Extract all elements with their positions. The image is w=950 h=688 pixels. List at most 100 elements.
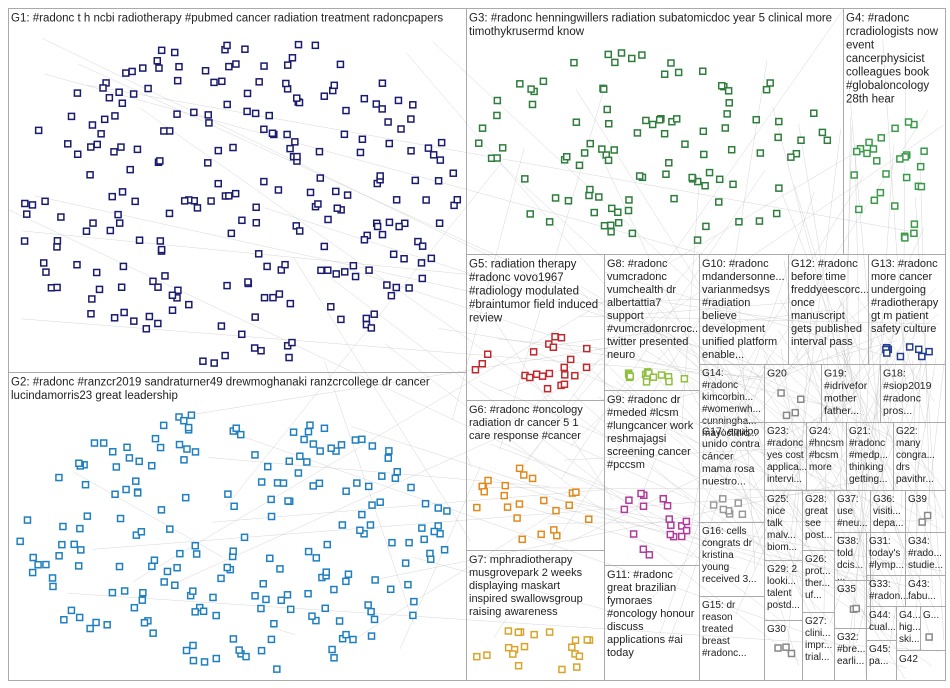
group-label: G38: [837, 536, 859, 547]
edge [819, 345, 878, 625]
node [367, 324, 376, 332]
node [87, 143, 95, 151]
edge [595, 348, 865, 416]
node [320, 424, 329, 433]
node [358, 435, 366, 444]
edge [542, 504, 908, 587]
node [604, 50, 613, 59]
edge [264, 207, 789, 376]
node [877, 134, 886, 142]
node [160, 578, 168, 586]
node [242, 652, 250, 661]
node [214, 179, 223, 188]
node [232, 424, 240, 432]
node [289, 428, 298, 436]
node [157, 46, 166, 55]
group-label: treated [702, 624, 733, 635]
node [896, 352, 905, 361]
node [286, 299, 295, 308]
node [300, 435, 308, 444]
group-label: G31: [869, 536, 891, 547]
node [340, 130, 349, 139]
node [364, 482, 373, 491]
node [682, 517, 691, 526]
edge [92, 490, 838, 550]
group-label: #idrivefor [824, 380, 868, 392]
node [351, 272, 360, 281]
node [667, 521, 675, 529]
node [649, 373, 658, 381]
node [364, 601, 372, 609]
group-label: #bcsm [809, 450, 838, 461]
node [95, 285, 104, 294]
node [585, 191, 593, 200]
group-label: G2: #radonc #ranzcr2019 sandraturner49 d… [11, 377, 430, 389]
group-label: musgrovepark 2 weeks [469, 567, 583, 579]
node [106, 226, 115, 235]
node [608, 204, 616, 213]
node [360, 94, 369, 103]
node [715, 175, 724, 184]
group-label: #radonc [767, 438, 803, 449]
group-label: nice [767, 506, 786, 517]
node [611, 58, 619, 67]
node [173, 563, 181, 572]
edge [711, 331, 740, 356]
node [304, 589, 312, 598]
group-label: discuss [607, 621, 644, 633]
edge [786, 318, 921, 376]
node [185, 300, 193, 309]
edge [44, 73, 707, 256]
group-label: G3: #radonc henningwillers radiation sub… [469, 13, 832, 25]
node [214, 146, 223, 155]
node [373, 222, 382, 231]
edge [772, 106, 908, 620]
node [122, 69, 130, 77]
node [474, 139, 483, 147]
node [191, 608, 199, 616]
edge [635, 371, 690, 510]
group-label: G4... [899, 610, 921, 621]
group-label: #braintumor field induced [469, 299, 598, 311]
node [260, 293, 269, 302]
node [604, 156, 613, 165]
node [385, 218, 394, 227]
edge [644, 349, 942, 530]
node [560, 363, 568, 372]
group-label: many [896, 438, 920, 449]
edge [735, 338, 856, 615]
node [575, 652, 584, 660]
node [551, 194, 560, 202]
node [252, 218, 261, 227]
node [225, 62, 233, 71]
node [210, 78, 218, 87]
group-label: varianmedsys [702, 284, 770, 296]
node [130, 317, 138, 325]
node [86, 624, 94, 633]
node [500, 491, 509, 500]
group-label: congra... [896, 450, 935, 461]
node [243, 107, 251, 116]
edge [598, 376, 913, 632]
node [677, 522, 686, 530]
node [254, 250, 263, 258]
node [168, 306, 177, 314]
node [660, 129, 669, 138]
edge [701, 284, 857, 489]
edge [838, 296, 943, 576]
node [471, 366, 480, 374]
node [586, 185, 594, 194]
edge [700, 355, 906, 680]
node [137, 528, 146, 536]
node [28, 201, 37, 209]
node [42, 560, 50, 569]
node [283, 591, 292, 599]
node [57, 213, 65, 221]
node [108, 447, 117, 456]
node [604, 119, 613, 128]
group-label: safety culture [871, 323, 936, 335]
node [118, 99, 127, 107]
node [260, 177, 268, 186]
group-label: vumchealth dr [607, 284, 676, 296]
node [321, 604, 329, 613]
